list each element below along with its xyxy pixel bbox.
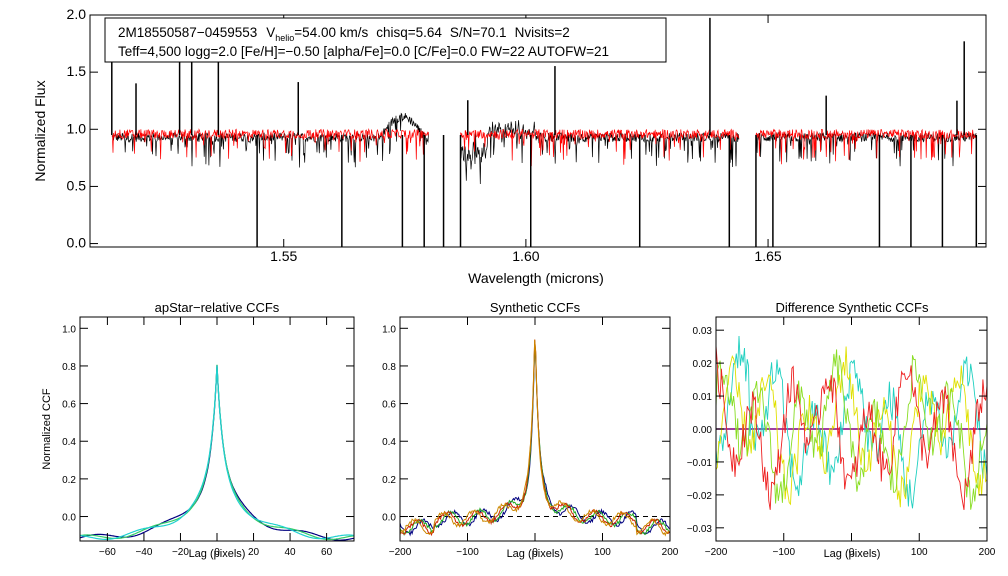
y-tick-label: 2.0 bbox=[67, 6, 87, 22]
difference-ccf-ticks: −200 −100 0 100 200 −0.03 −0.02 −0.01 0.00 0.01 0.… bbox=[687, 317, 996, 558]
info-v: V bbox=[266, 25, 275, 40]
y-tick-label: 0.8 bbox=[382, 362, 396, 373]
ccf-2-line bbox=[79, 364, 355, 541]
x-tick-label: 100 bbox=[911, 547, 928, 558]
info-line-1: 2M18550587−0459553 Vhelio=54.00 km/s chisq… bbox=[118, 25, 570, 43]
syn-4-line bbox=[399, 339, 670, 537]
observed-spectrum-segment-1 bbox=[460, 120, 740, 185]
y-tick-label: 0.2 bbox=[62, 475, 76, 486]
difference-ccf-plot-area bbox=[715, 335, 988, 510]
apstar-ccf-plot-area bbox=[79, 364, 355, 541]
y-tick-label: 0.6 bbox=[62, 400, 76, 411]
x-tick-label: 1.65 bbox=[754, 248, 781, 264]
x-tick-label: 100 bbox=[594, 547, 611, 558]
model-spectrum-segment-0 bbox=[111, 128, 429, 162]
y-tick-label: 0.0 bbox=[67, 235, 87, 251]
y-tick-label: −0.03 bbox=[687, 524, 713, 535]
spectrum-axes-frame bbox=[89, 14, 987, 248]
y-tick-label: 0.2 bbox=[382, 475, 396, 486]
x-tick-label: 60 bbox=[321, 547, 333, 558]
x-tick-label: 0 bbox=[214, 547, 220, 558]
ccf-3-line bbox=[79, 365, 355, 541]
synthetic-ccf-ticks: −200 −100 0 100 200 0.0 0.2 0.4 0.6 0.8 1.0 bbox=[382, 317, 679, 558]
info-star-id: 2M18550587−0459553 bbox=[118, 25, 257, 40]
diff-3-line bbox=[715, 346, 988, 508]
apstar-ccf-ticks: −60 −40 −20 0 20 40 60 0.0 0.2 0.4 0.6 0.8 1.0 bbox=[62, 317, 354, 558]
y-tick-label: 0.02 bbox=[693, 359, 713, 370]
x-tick-label: −200 bbox=[705, 547, 728, 558]
info-sn: S/N=70.1 bbox=[450, 25, 507, 40]
x-tick-label: 1.60 bbox=[512, 248, 539, 264]
x-tick-label: −200 bbox=[389, 547, 412, 558]
difference-ccf-title: Difference Synthetic CCFs bbox=[776, 300, 929, 315]
apstar-ccf-panel: apStar−relative CCFs −60 −40 −20 0 20 40 60 0.0… bbox=[41, 300, 355, 560]
x-tick-label: 0 bbox=[532, 547, 538, 558]
x-tick-label: 1.55 bbox=[270, 248, 297, 264]
synthetic-ccf-title: Synthetic CCFs bbox=[490, 300, 581, 315]
x-tick-label: −40 bbox=[135, 547, 152, 558]
apstar-ccf-xlabel: Lag (pixels) bbox=[189, 548, 246, 560]
difference-ccf-panel: Difference Synthetic CCFs −200 −100 0 100 20… bbox=[687, 300, 996, 560]
x-tick-label: 40 bbox=[285, 547, 297, 558]
y-tick-label: 0.03 bbox=[693, 326, 713, 337]
diff-4-line bbox=[715, 349, 988, 510]
info-v-value: =54.00 km/s bbox=[294, 25, 368, 40]
y-tick-label: 0.01 bbox=[693, 392, 713, 403]
synthetic-ccf-xlabel: Lag (pixels) bbox=[507, 548, 564, 560]
x-tick-label: 0 bbox=[849, 547, 855, 558]
y-tick-label: −0.01 bbox=[687, 458, 713, 469]
model-spectrum-segment-1 bbox=[460, 128, 740, 167]
y-tick-label: 0.5 bbox=[67, 177, 87, 193]
x-tick-label: −100 bbox=[772, 547, 795, 558]
y-tick-label: −0.02 bbox=[687, 491, 713, 502]
apstar-ccf-ylabel: Normalized CCF bbox=[41, 388, 53, 470]
y-tick-label: 0.4 bbox=[382, 437, 396, 448]
y-tick-label: 1.0 bbox=[382, 324, 396, 335]
x-tick-label: −60 bbox=[99, 547, 116, 558]
difference-ccf-xlabel: Lag (pixels) bbox=[824, 548, 881, 560]
x-tick-label: −20 bbox=[172, 547, 189, 558]
y-tick-label: 1.5 bbox=[67, 63, 87, 79]
synthetic-ccf-panel: Synthetic CCFs −200 −100 0 100 200 0.0 0.2 0.4 0… bbox=[382, 300, 679, 560]
spectrum-xlabel: Wavelength (microns) bbox=[468, 270, 604, 286]
synthetic-ccf-plot-area bbox=[399, 339, 670, 537]
x-tick-label: −100 bbox=[456, 547, 479, 558]
info-chisq: chisq=5.64 bbox=[376, 25, 442, 40]
x-tick-label: 200 bbox=[662, 547, 679, 558]
spectrum-info-box bbox=[104, 17, 667, 63]
x-tick-label: 20 bbox=[248, 547, 260, 558]
x-tick-label: 200 bbox=[979, 547, 996, 558]
diff-5-line bbox=[715, 345, 988, 510]
info-nvisits: Nvisits=2 bbox=[515, 25, 570, 40]
spectrum-ylabel: Normalized Flux bbox=[32, 80, 48, 181]
spectrum-panel: 1.55 1.60 1.65 0.0 0.5 1.0 1.5 2.0 Wavelength (… bbox=[32, 6, 987, 286]
y-tick-label: 0.0 bbox=[382, 513, 396, 524]
info-line-2: Teff=4,500 logg=2.0 [Fe/H]=−0.50 [alpha/… bbox=[118, 44, 609, 59]
y-tick-label: 0.0 bbox=[62, 513, 76, 524]
y-tick-label: 0.6 bbox=[382, 400, 396, 411]
y-tick-label: 0.4 bbox=[62, 437, 76, 448]
y-tick-label: 1.0 bbox=[67, 120, 87, 136]
y-tick-label: 1.0 bbox=[62, 324, 76, 335]
y-tick-label: 0.8 bbox=[62, 362, 76, 373]
info-v-sub: helio bbox=[275, 33, 294, 43]
model-spectrum-segment-2 bbox=[755, 128, 977, 165]
apstar-ccf-title: apStar−relative CCFs bbox=[155, 300, 280, 315]
y-tick-label: 0.00 bbox=[693, 425, 713, 436]
